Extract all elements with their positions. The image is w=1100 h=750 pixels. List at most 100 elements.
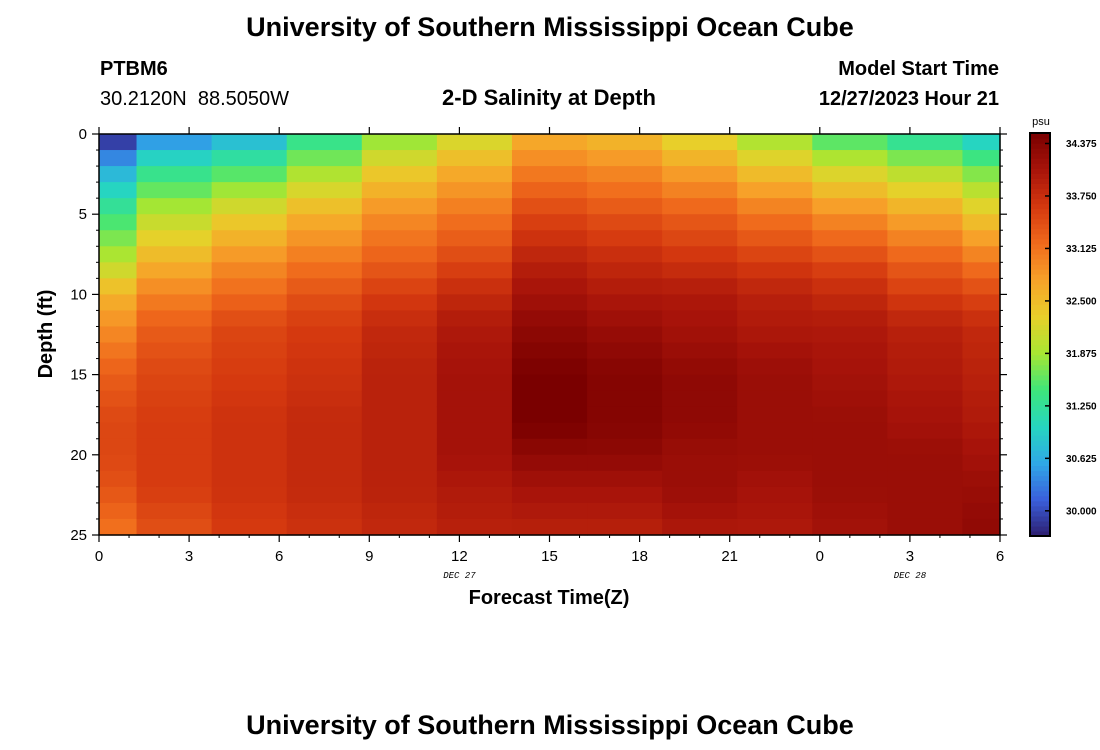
- heatmap-cell: [99, 310, 138, 328]
- y-tick-label: 5: [79, 206, 87, 223]
- heatmap-cell: [962, 262, 1001, 279]
- colorbar-swatch: [1030, 143, 1050, 149]
- heatmap-cell: [587, 230, 663, 247]
- heatmap-cell: [211, 390, 288, 408]
- colorbar-swatch: [1030, 203, 1050, 210]
- heatmap-cell: [662, 246, 738, 263]
- heatmap-cell: [286, 390, 363, 408]
- colorbar-swatch: [1030, 515, 1050, 522]
- heatmap-cell: [887, 486, 964, 504]
- heatmap-cell: [136, 502, 213, 520]
- heatmap-cell: [737, 326, 813, 344]
- figure-title-top: University of Southern Mississippi Ocean…: [246, 12, 854, 42]
- colorbar-swatch: [1030, 475, 1050, 482]
- colorbar-swatch: [1030, 384, 1050, 391]
- colorbar-swatch: [1030, 243, 1050, 250]
- heatmap-cell: [99, 166, 138, 183]
- colorbar-tick-label: 34.375: [1066, 139, 1097, 150]
- heatmap-cell: [662, 422, 738, 440]
- heatmap-cell: [436, 438, 513, 456]
- colorbar-swatch: [1030, 258, 1050, 265]
- heatmap-cell: [511, 150, 588, 167]
- date-label: DEC 27: [443, 571, 476, 581]
- colorbar-swatch: [1030, 233, 1050, 240]
- colorbar-swatch: [1030, 309, 1050, 315]
- heatmap-cell: [962, 294, 1001, 312]
- heatmap-cell: [962, 390, 1001, 408]
- heatmap-cell: [962, 470, 1001, 488]
- colorbar-swatch: [1030, 133, 1050, 139]
- heatmap-cell: [361, 390, 438, 408]
- colorbar-swatch: [1030, 359, 1050, 366]
- heatmap-cell: [136, 278, 213, 295]
- heatmap-cell: [812, 406, 888, 424]
- heatmap-cell: [887, 390, 964, 408]
- colorbar-swatch: [1030, 263, 1050, 270]
- colorbar-swatch: [1030, 445, 1050, 451]
- heatmap-cell: [587, 374, 663, 392]
- heatmap-cell: [662, 342, 738, 360]
- heatmap-cell: [737, 166, 813, 183]
- heatmap-cell: [511, 438, 588, 456]
- model-start-label: Model Start Time: [838, 58, 999, 80]
- heatmap-cell: [737, 390, 813, 408]
- heatmap-cell: [286, 230, 363, 247]
- station-coords: 30.2120N 88.5050W: [100, 88, 289, 110]
- colorbar-swatch: [1030, 495, 1050, 502]
- colorbar-swatch: [1030, 440, 1050, 446]
- heatmap-cell: [99, 150, 138, 167]
- x-tick-label: 0: [95, 548, 103, 565]
- heatmap-cell: [136, 422, 213, 440]
- heatmap-cell: [286, 486, 363, 504]
- heatmap-cell: [211, 134, 288, 151]
- colorbar-tick-label: 30.625: [1066, 454, 1097, 465]
- heatmap-cell: [962, 246, 1001, 263]
- heatmap-cell: [587, 390, 663, 408]
- heatmap-cell: [737, 438, 813, 456]
- heatmap-cell: [361, 518, 438, 536]
- heatmap-cell: [211, 166, 288, 183]
- y-tick-label: 20: [70, 447, 87, 464]
- heatmap-cell: [812, 198, 888, 215]
- colorbar-swatch: [1030, 238, 1050, 245]
- heatmap-cell: [511, 454, 588, 472]
- heatmap-cell: [361, 262, 438, 279]
- heatmap-cell: [436, 374, 513, 392]
- heatmap-cell: [211, 246, 288, 263]
- heatmap-cell: [887, 358, 964, 376]
- heatmap-cell: [662, 470, 738, 488]
- heatmap-cell: [812, 182, 888, 199]
- heatmap-cell: [361, 310, 438, 328]
- heatmap-cell: [662, 326, 738, 344]
- colorbar-swatch: [1030, 183, 1050, 190]
- heatmap-cell: [136, 214, 213, 231]
- heatmap-cell: [136, 454, 213, 472]
- heatmap-cell: [662, 278, 738, 295]
- heatmap-cell: [361, 246, 438, 263]
- heatmap-cell: [136, 262, 213, 279]
- heatmap-cell: [812, 390, 888, 408]
- colorbar-swatch: [1030, 389, 1050, 396]
- heatmap-cell: [737, 150, 813, 167]
- heatmap-cell: [286, 502, 363, 520]
- heatmap-cell: [962, 406, 1001, 424]
- x-tick-label: 21: [721, 548, 738, 565]
- heatmap-cell: [587, 198, 663, 215]
- x-tick-label: 3: [185, 548, 193, 565]
- heatmap-cell: [211, 214, 288, 231]
- heatmap-cell: [286, 406, 363, 424]
- heatmap-cell: [662, 406, 738, 424]
- heatmap-cell: [211, 406, 288, 424]
- heatmap-cell: [737, 502, 813, 520]
- heatmap-cell: [286, 422, 363, 440]
- heatmap-cell: [812, 166, 888, 183]
- heatmap-cell: [511, 358, 588, 376]
- colorbar-swatch: [1030, 223, 1050, 230]
- colorbar-swatch: [1030, 138, 1050, 144]
- heatmap-cell: [99, 278, 138, 295]
- heatmap-cell: [962, 358, 1001, 376]
- heatmap-cell: [436, 390, 513, 408]
- colorbar-swatch: [1030, 369, 1050, 376]
- heatmap-cell: [587, 486, 663, 504]
- colorbar-tick-label: 32.500: [1066, 296, 1097, 307]
